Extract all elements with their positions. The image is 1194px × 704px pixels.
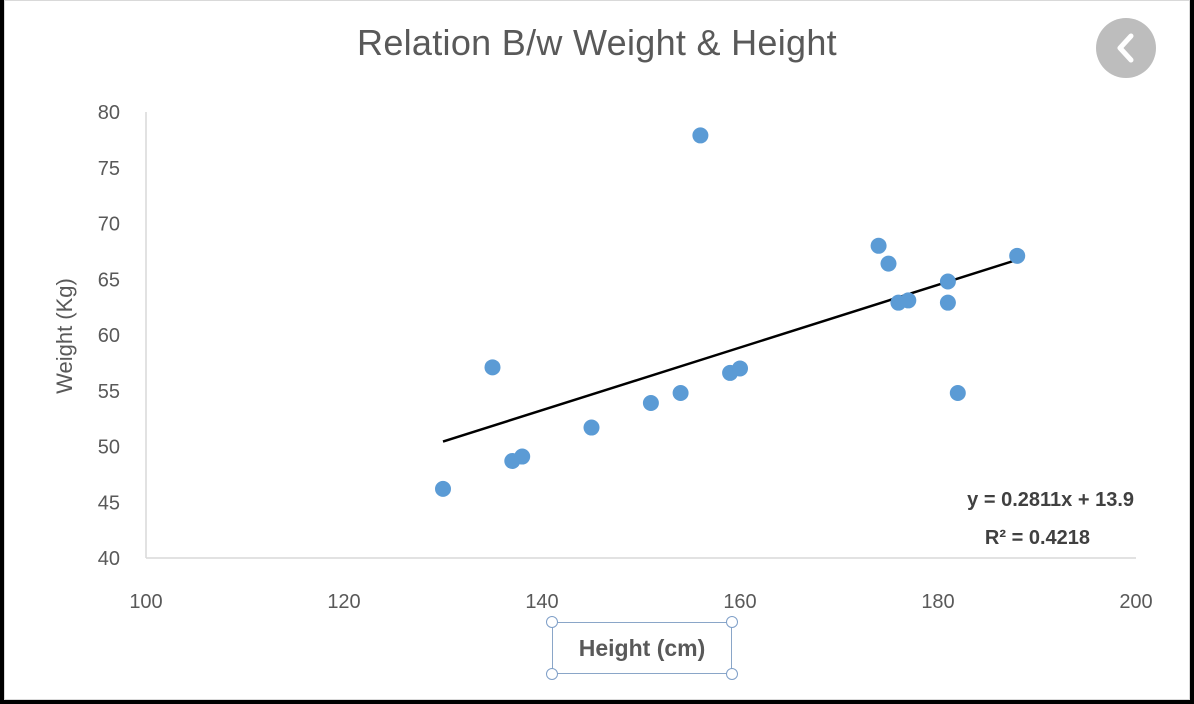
- y-tick-label: 40: [98, 548, 120, 570]
- data-point: [732, 360, 748, 377]
- resize-handle-top-left[interactable]: [546, 616, 558, 628]
- trendline: [442, 258, 1018, 443]
- resize-handle-top-right[interactable]: [726, 616, 738, 628]
- data-point: [880, 255, 897, 272]
- x-tick-label: 200: [1119, 591, 1152, 613]
- chevron-left-icon: [1117, 33, 1134, 63]
- data-point: [949, 384, 966, 401]
- y-tick-label: 70: [98, 214, 120, 236]
- y-tick-label: 80: [98, 102, 120, 124]
- x-tick-label: 120: [327, 591, 360, 613]
- data-point: [514, 448, 531, 465]
- y-axis-title: Weight (Kg): [52, 278, 77, 394]
- data-point: [672, 384, 689, 401]
- data-point: [642, 395, 659, 412]
- y-tick-label: 75: [98, 158, 120, 180]
- x-axis-title: Height (cm): [578, 634, 706, 661]
- chart-title: Relation B/w Weight & Height: [357, 22, 837, 63]
- data-point: [870, 237, 887, 254]
- resize-handle-bottom-right[interactable]: [726, 668, 738, 680]
- y-tick-label: 45: [98, 492, 120, 514]
- data-point: [435, 480, 451, 497]
- resize-handle-bottom-left[interactable]: [546, 668, 558, 680]
- data-point: [900, 292, 917, 309]
- x-tick-labels: 100 120 140 160 180 200: [129, 591, 1152, 613]
- trendline-r-squared: R² = 0.4218: [985, 527, 1090, 549]
- trendline-group: [442, 258, 1018, 443]
- x-axis-title-box[interactable]: Height (cm): [552, 622, 732, 674]
- x-tick-label: 140: [525, 591, 558, 613]
- data-point: [583, 419, 600, 436]
- axes: [145, 112, 1136, 559]
- y-tick-label: 65: [98, 269, 120, 291]
- x-tick-label: 100: [129, 591, 162, 613]
- back-button[interactable]: [1096, 18, 1156, 78]
- y-tick-label: 50: [98, 437, 120, 459]
- data-point: [692, 127, 709, 144]
- y-tick-label: 60: [98, 325, 120, 347]
- x-tick-label: 180: [921, 591, 954, 613]
- data-point: [484, 359, 501, 376]
- data-points: [435, 127, 1026, 497]
- data-point: [939, 294, 956, 311]
- y-tick-label: 55: [98, 381, 120, 403]
- data-point: [939, 273, 956, 290]
- trendline-equation: y = 0.2811x + 13.9: [967, 489, 1134, 511]
- data-point: [1009, 247, 1026, 264]
- chart-frame: [4, 0, 1190, 700]
- y-tick-labels: 40 45 50 55 60 65 70 75 80: [98, 102, 120, 570]
- x-tick-label: 160: [723, 591, 756, 613]
